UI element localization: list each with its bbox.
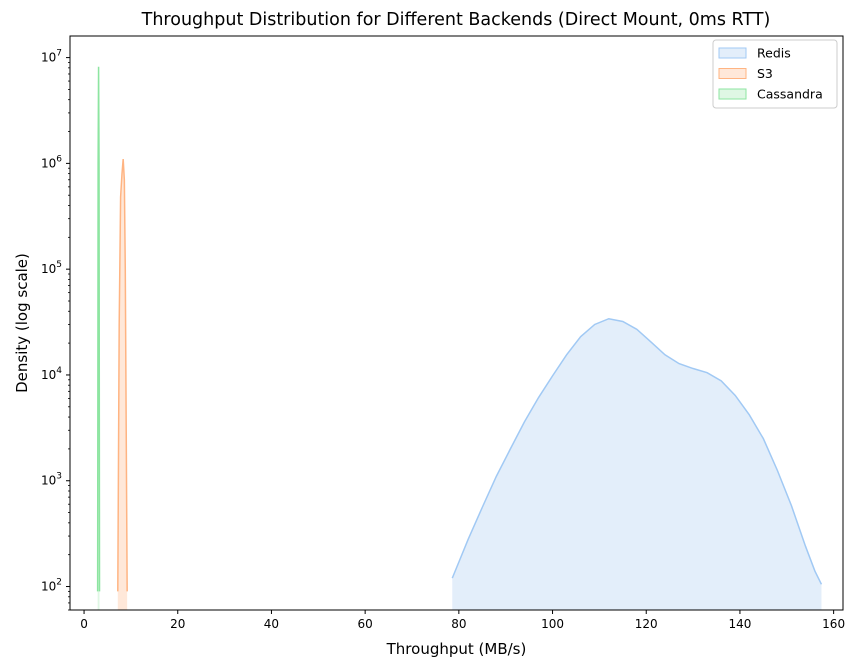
x-axis-title: Throughput (MB/s)	[386, 640, 527, 658]
series-line-redis	[451, 317, 823, 585]
x-axis: 0 20 40 60 80 100 120 140 160	[80, 610, 845, 631]
x-tick-label: 0	[80, 617, 88, 631]
y-tick-label: 103	[41, 472, 62, 488]
y-tick-label: 106	[41, 154, 62, 170]
y-tick-label: 107	[41, 49, 62, 65]
x-tick-label: 80	[451, 617, 466, 631]
series-line-cassandra	[96, 66, 101, 592]
y-tick-exponent: 6	[56, 154, 62, 164]
legend-label-s3: S3	[757, 66, 773, 81]
series-area-redis	[452, 318, 822, 610]
plot-frame	[69, 35, 844, 611]
y-tick-exponent: 2	[56, 578, 62, 588]
legend-label-cassandra: Cassandra	[757, 87, 823, 102]
y-tick-exponent: 4	[56, 366, 62, 376]
x-tick-label: 60	[358, 617, 373, 631]
y-axis: 102 103 104 105 106 107	[41, 49, 70, 611]
y-tick-label: 104	[41, 366, 62, 382]
x-tick-label: 160	[822, 617, 845, 631]
series-line-s3	[117, 158, 128, 592]
x-tick-label: 40	[264, 617, 279, 631]
y-tick-exponent: 3	[56, 472, 62, 482]
y-tick-exponent: 7	[56, 49, 62, 59]
legend: Redis S3 Cassandra	[712, 39, 838, 109]
y-axis-title: Density (log scale)	[13, 253, 31, 393]
y-tick-label: 105	[41, 260, 62, 276]
series-layer	[96, 66, 823, 610]
x-tick-label: 100	[541, 617, 564, 631]
legend-swatch-s3	[718, 68, 747, 79]
legend-swatch-cassandra	[718, 88, 747, 100]
legend-swatch-redis	[718, 47, 747, 59]
x-tick-label: 120	[635, 617, 658, 631]
x-tick-label: 140	[728, 617, 751, 631]
chart-title: Throughput Distribution for Different Ba…	[141, 10, 771, 30]
legend-label-redis: Redis	[757, 46, 791, 61]
y-tick-label: 102	[41, 578, 62, 594]
y-tick-exponent: 5	[56, 260, 62, 270]
x-tick-label: 20	[170, 617, 185, 631]
